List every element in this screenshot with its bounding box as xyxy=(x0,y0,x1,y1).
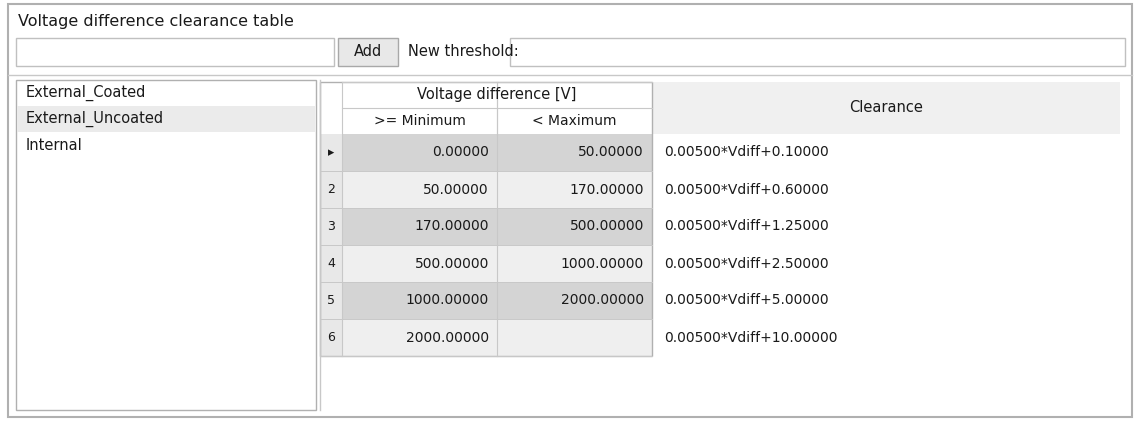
Bar xyxy=(652,245,1119,282)
Bar xyxy=(16,38,334,66)
Text: 170.00000: 170.00000 xyxy=(570,182,644,197)
Bar xyxy=(652,82,1119,134)
Bar xyxy=(342,171,497,208)
Text: 2: 2 xyxy=(327,183,335,196)
Text: 6: 6 xyxy=(327,331,335,344)
Text: 0.00500*Vdiff+5.00000: 0.00500*Vdiff+5.00000 xyxy=(663,294,829,308)
Text: 1000.00000: 1000.00000 xyxy=(561,256,644,270)
Text: New threshold:: New threshold: xyxy=(408,44,519,60)
Text: 0.00500*Vdiff+10.00000: 0.00500*Vdiff+10.00000 xyxy=(663,330,838,344)
Bar xyxy=(342,319,497,356)
Text: 500.00000: 500.00000 xyxy=(570,220,644,233)
Text: 2000.00000: 2000.00000 xyxy=(406,330,489,344)
Bar xyxy=(497,171,652,208)
Bar xyxy=(17,106,315,132)
Bar xyxy=(497,319,652,356)
Text: Voltage difference [V]: Voltage difference [V] xyxy=(417,88,577,102)
Bar xyxy=(320,82,652,134)
Text: External_Uncoated: External_Uncoated xyxy=(26,111,164,127)
Bar xyxy=(320,208,342,245)
Text: 5: 5 xyxy=(327,294,335,307)
Text: 0.00500*Vdiff+0.60000: 0.00500*Vdiff+0.60000 xyxy=(663,182,829,197)
Bar xyxy=(652,171,1119,208)
Bar xyxy=(342,134,497,171)
Text: 4: 4 xyxy=(327,257,335,270)
Bar xyxy=(497,208,652,245)
Bar xyxy=(497,245,652,282)
Bar xyxy=(497,282,652,319)
Text: 0.00500*Vdiff+1.25000: 0.00500*Vdiff+1.25000 xyxy=(663,220,829,233)
Text: 500.00000: 500.00000 xyxy=(415,256,489,270)
Text: 0.00500*Vdiff+2.50000: 0.00500*Vdiff+2.50000 xyxy=(663,256,829,270)
Bar xyxy=(337,38,398,66)
Bar xyxy=(320,245,342,282)
Text: Voltage difference clearance table: Voltage difference clearance table xyxy=(18,14,294,29)
Text: External_Coated: External_Coated xyxy=(26,85,146,101)
Bar xyxy=(16,80,316,410)
Text: >= Minimum: >= Minimum xyxy=(374,114,465,128)
Bar xyxy=(652,319,1119,356)
Text: 50.00000: 50.00000 xyxy=(578,146,644,159)
Text: 1000.00000: 1000.00000 xyxy=(406,294,489,308)
Text: 170.00000: 170.00000 xyxy=(415,220,489,233)
Text: 0.00500*Vdiff+0.10000: 0.00500*Vdiff+0.10000 xyxy=(663,146,829,159)
Bar xyxy=(652,134,1119,171)
Bar xyxy=(510,38,1125,66)
Bar xyxy=(342,282,497,319)
Bar xyxy=(320,319,342,356)
Bar xyxy=(497,134,652,171)
Bar xyxy=(320,134,342,171)
Text: Clearance: Clearance xyxy=(849,101,923,115)
Bar xyxy=(652,282,1119,319)
Bar xyxy=(342,245,497,282)
Text: ▸: ▸ xyxy=(328,146,334,159)
Bar xyxy=(652,208,1119,245)
Text: 0.00000: 0.00000 xyxy=(432,146,489,159)
Bar xyxy=(320,282,342,319)
Text: Add: Add xyxy=(353,44,382,60)
Text: 50.00000: 50.00000 xyxy=(423,182,489,197)
Text: 2000.00000: 2000.00000 xyxy=(561,294,644,308)
Text: < Maximum: < Maximum xyxy=(532,114,617,128)
Text: 3: 3 xyxy=(327,220,335,233)
Text: Internal: Internal xyxy=(26,137,83,153)
Bar xyxy=(342,208,497,245)
Bar xyxy=(320,82,652,356)
Bar xyxy=(320,171,342,208)
